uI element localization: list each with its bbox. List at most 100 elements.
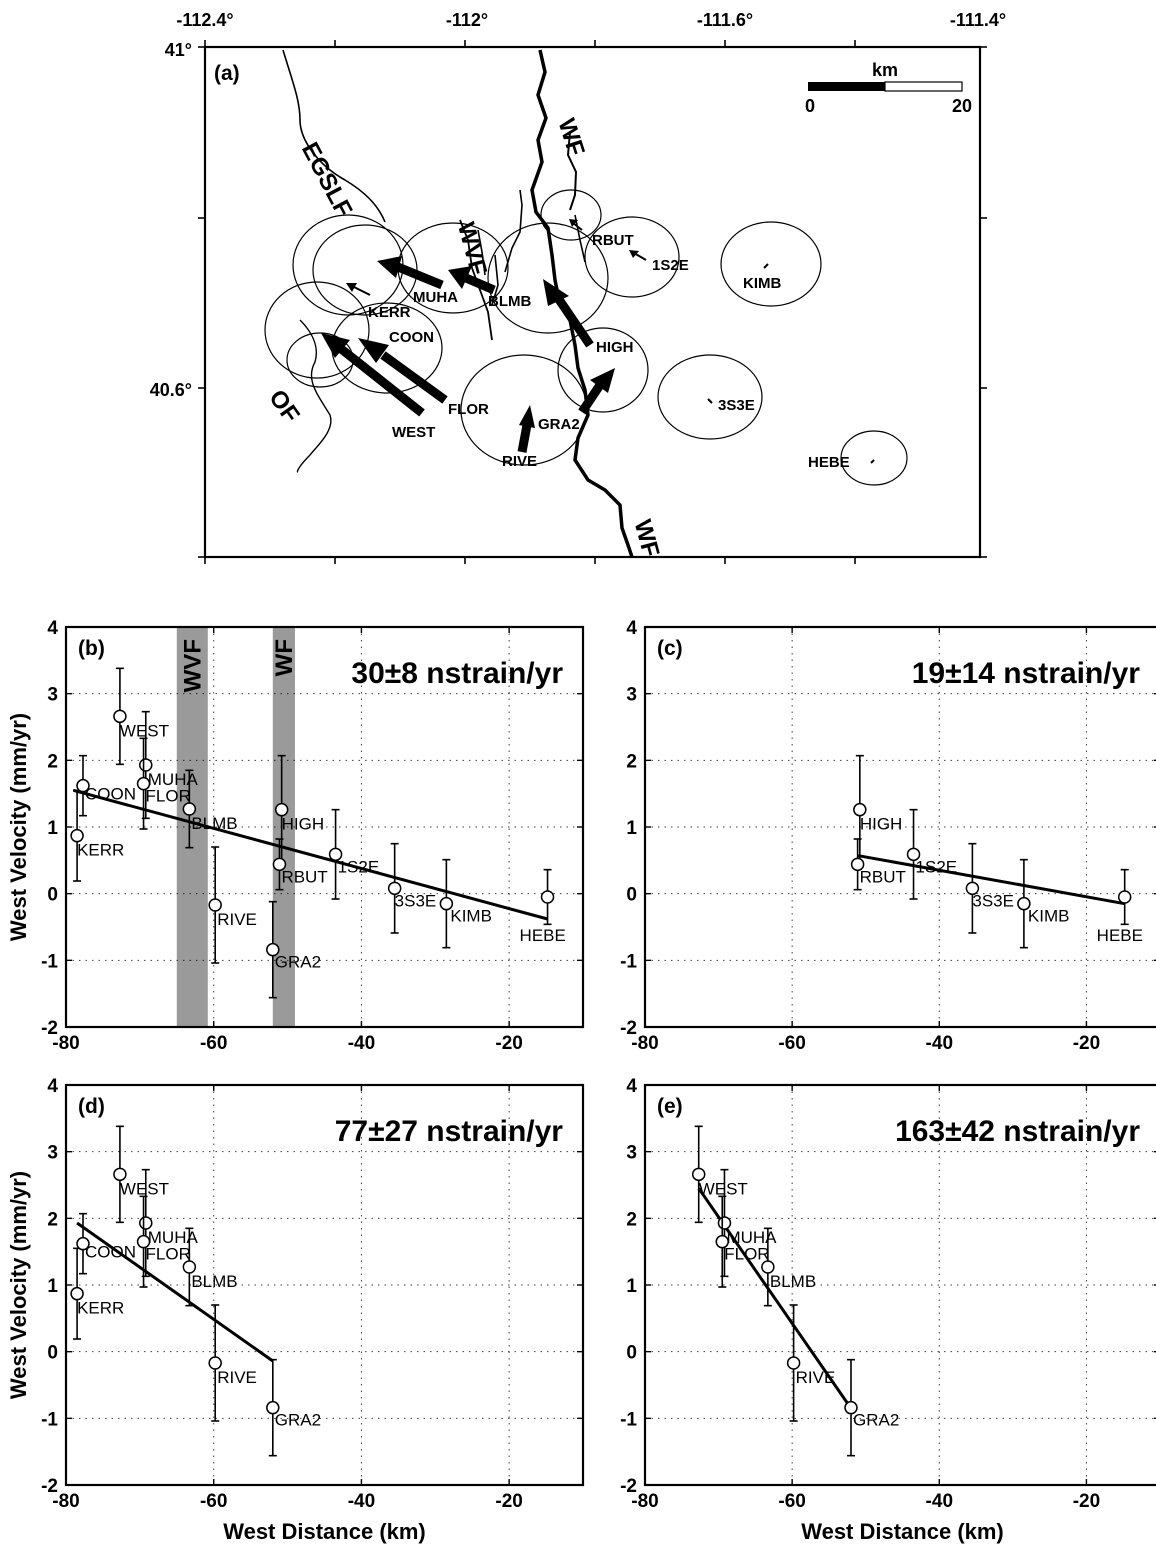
map-site-label: WEST bbox=[392, 424, 435, 441]
scale-bar: km 0 20 bbox=[805, 60, 972, 116]
point-label: COON bbox=[85, 785, 136, 804]
point-label: BLMB bbox=[770, 1272, 816, 1291]
y-tick-label: 3 bbox=[626, 685, 637, 706]
map-site-label: KERR bbox=[368, 304, 411, 321]
point-label: MUHA bbox=[148, 770, 199, 789]
y-tick-label: 4 bbox=[47, 618, 58, 639]
x-tick-label: -20 bbox=[1073, 1491, 1100, 1512]
x-tick-label: -20 bbox=[1073, 1033, 1100, 1054]
strain-rate-annotation: 30±8 nstrain/yr bbox=[351, 657, 563, 690]
y-tick-label: -2 bbox=[620, 1018, 637, 1039]
data-point bbox=[266, 942, 280, 957]
data-point bbox=[1017, 896, 1031, 911]
x-axis-label: West Distance (km) bbox=[801, 1519, 1004, 1544]
point-label: 3S3E bbox=[972, 891, 1014, 910]
y-tick-label: 2 bbox=[626, 751, 637, 772]
y-tick-label: 0 bbox=[47, 1343, 58, 1364]
y-tick-label: 4 bbox=[626, 1076, 637, 1097]
data-point bbox=[76, 1236, 90, 1251]
strain-rate-annotation: 163±42 nstrain/yr bbox=[895, 1115, 1140, 1148]
y-tick-label: 1 bbox=[47, 1276, 58, 1297]
point-label: GRA2 bbox=[275, 953, 321, 972]
lon-tick-label: -112° bbox=[446, 10, 488, 30]
y-tick-label: 4 bbox=[47, 1076, 58, 1097]
y-tick-label: 2 bbox=[47, 1209, 58, 1230]
scale-end: 20 bbox=[952, 96, 972, 116]
fault-band bbox=[272, 627, 295, 1027]
point-label: KIMB bbox=[450, 907, 492, 926]
strain-rate-annotation: 19±14 nstrain/yr bbox=[912, 657, 1141, 690]
point-label: WEST bbox=[120, 721, 169, 740]
point-label: KERR bbox=[77, 1299, 124, 1318]
point-label: WEST bbox=[699, 1179, 748, 1198]
data-point bbox=[965, 881, 980, 896]
x-tick-label: -60 bbox=[200, 1033, 227, 1054]
y-tick-label: 3 bbox=[47, 685, 58, 706]
point-label: 1S2E bbox=[338, 857, 380, 876]
x-tick-label: -20 bbox=[495, 1491, 522, 1512]
point-label: COON bbox=[85, 1243, 136, 1262]
chart-panel-c: -80 -60 -40 -20 4 3 2 1 0 -1 -2 (c) 19±14 nstrain/yr… bbox=[620, 618, 1156, 1054]
x-tick-label: -80 bbox=[631, 1491, 658, 1512]
y-tick-label: 3 bbox=[47, 1143, 58, 1164]
point-label: BLMB bbox=[191, 814, 237, 833]
y-axis-label: West Velocity (mm/yr) bbox=[6, 1171, 31, 1399]
map-site-label: 1S2E bbox=[652, 257, 689, 274]
y-tick-label: -1 bbox=[41, 951, 58, 972]
data-point bbox=[761, 1260, 775, 1274]
point-label: 1S2E bbox=[916, 857, 958, 876]
y-tick-label: -1 bbox=[41, 1409, 58, 1430]
chart-panel-b: WVF WF -80 -60 -40 -20 4 3 2 1 0 -1 -2 West Velocity … bbox=[6, 618, 585, 1054]
map-frame bbox=[203, 45, 982, 559]
lon-tick-label: -112.4° bbox=[176, 10, 233, 30]
panel-label: (d) bbox=[78, 1095, 105, 1118]
point-label: RBUT bbox=[860, 867, 906, 886]
point-label: RIVE bbox=[796, 1368, 836, 1387]
data-point bbox=[208, 898, 222, 912]
map-site-label: HIGH bbox=[596, 339, 634, 356]
data-point bbox=[136, 1234, 151, 1249]
point-label: GRA2 bbox=[853, 1411, 899, 1430]
y-tick-label: -1 bbox=[620, 951, 637, 972]
map-site-label: BLMB bbox=[488, 293, 531, 310]
y-tick-label: 4 bbox=[626, 618, 637, 639]
data-point bbox=[691, 1167, 706, 1182]
y-axis-label: West Velocity (mm/yr) bbox=[6, 713, 31, 941]
fault-label-of: OF bbox=[263, 385, 304, 428]
x-tick-label: -40 bbox=[926, 1033, 953, 1054]
point-label: KERR bbox=[77, 841, 124, 860]
map-site-label: COON bbox=[389, 329, 434, 346]
data-point bbox=[844, 1400, 858, 1415]
data-point bbox=[906, 847, 921, 862]
x-axis-label: West Distance (km) bbox=[223, 1519, 426, 1544]
x-tick-label: -80 bbox=[52, 1491, 79, 1512]
data-point bbox=[113, 1167, 127, 1182]
map-site-label: MUHA bbox=[413, 289, 458, 306]
y-tick-label: -1 bbox=[620, 1409, 637, 1430]
x-tick-label: -80 bbox=[52, 1033, 79, 1054]
point-label: 3S3E bbox=[395, 891, 437, 910]
fit-line bbox=[72, 788, 548, 921]
map-site-label: HEBE bbox=[808, 454, 850, 471]
data-point bbox=[208, 1356, 222, 1370]
map-site-label: KIMB bbox=[743, 275, 781, 292]
lon-tick-label: -111.6° bbox=[697, 10, 753, 30]
data-point bbox=[850, 857, 865, 872]
point-label: FLOR bbox=[724, 1245, 769, 1264]
x-tick-label: -40 bbox=[926, 1491, 953, 1512]
band-label: WVF bbox=[179, 639, 206, 692]
x-tick-label: -40 bbox=[348, 1033, 375, 1054]
y-tick-label: 1 bbox=[626, 1276, 637, 1297]
point-label: RIVE bbox=[217, 910, 257, 929]
strain-rate-annotation: 77±27 nstrain/yr bbox=[335, 1115, 564, 1148]
x-tick-label: -60 bbox=[778, 1033, 805, 1054]
fault-label-wf-south: WF bbox=[629, 517, 665, 560]
x-tick-label: -20 bbox=[495, 1033, 522, 1054]
y-tick-label: 0 bbox=[626, 1343, 637, 1364]
fit-line bbox=[76, 1221, 274, 1363]
location-map: -112.4° -112° -111.6° -111.4° 41° 40.6° … bbox=[150, 10, 1006, 564]
y-tick-label: 2 bbox=[626, 1209, 637, 1230]
fault-label-wf-north: WF bbox=[552, 115, 589, 159]
data-point bbox=[853, 802, 867, 817]
